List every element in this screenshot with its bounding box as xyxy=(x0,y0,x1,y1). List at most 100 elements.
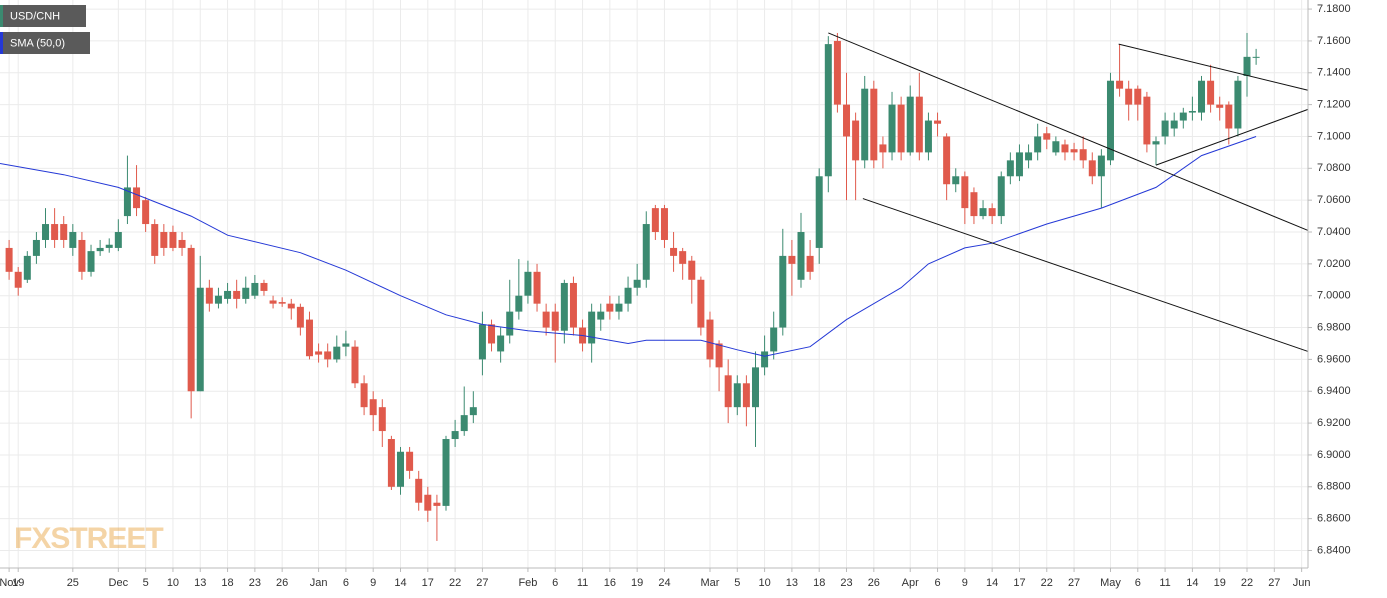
x-tick-label: 27 xyxy=(476,577,488,589)
x-tick-label: 10 xyxy=(758,577,770,589)
candle-body xyxy=(1079,149,1087,161)
candle-body xyxy=(1170,120,1178,129)
candle-body xyxy=(305,319,313,357)
candle-body xyxy=(133,187,141,209)
axis-labels: 6.8400 6.8600 6.8800 6.9000 6.9200 6.9400 6.96… xyxy=(0,3,1351,589)
candle-body xyxy=(160,232,168,248)
x-tick-label: 19 xyxy=(1214,577,1226,589)
candle-body xyxy=(1052,141,1060,153)
candle-body xyxy=(551,311,559,331)
x-tick-label: Feb xyxy=(518,577,537,589)
candle-body xyxy=(1143,96,1151,145)
candle-body xyxy=(415,478,423,503)
candle-body xyxy=(333,346,341,360)
candle-body xyxy=(378,407,386,432)
x-tick-label: 22 xyxy=(1041,577,1053,589)
candle-body xyxy=(1043,133,1051,140)
y-tick-label: 6.8400 xyxy=(1317,544,1351,556)
x-tick-label: May xyxy=(1100,577,1121,589)
x-tick-label: 24 xyxy=(658,577,670,589)
candle-body xyxy=(988,208,996,217)
y-tick-label: 7.1600 xyxy=(1317,35,1351,47)
x-tick-label: 13 xyxy=(786,577,798,589)
x-tick-label: 26 xyxy=(276,577,288,589)
candle-body xyxy=(78,239,86,272)
candle-body xyxy=(233,290,241,299)
candle-body xyxy=(870,88,878,161)
x-tick-label: 5 xyxy=(143,577,149,589)
candle-body xyxy=(1025,152,1033,161)
x-tick-label: 14 xyxy=(986,577,998,589)
candle-body xyxy=(715,343,723,368)
x-tick-label: 9 xyxy=(962,577,968,589)
x-tick-label: 27 xyxy=(1268,577,1280,589)
candle-body xyxy=(442,439,450,506)
candle-body xyxy=(14,271,22,288)
x-tick-label: 19 xyxy=(631,577,643,589)
candle-body xyxy=(205,287,213,304)
candle-body xyxy=(114,232,122,248)
candle-body xyxy=(806,255,814,272)
candle-body xyxy=(1088,160,1096,177)
candle-body xyxy=(324,351,332,360)
x-tick-label: 9 xyxy=(370,577,376,589)
candle-body xyxy=(1116,80,1124,89)
candle-body xyxy=(178,239,186,248)
candle-body xyxy=(797,232,805,280)
x-tick-label: 17 xyxy=(1013,577,1025,589)
candle-body xyxy=(369,399,377,416)
candle-body xyxy=(1207,80,1215,105)
x-tick-label: 6 xyxy=(934,577,940,589)
x-tick-label: 14 xyxy=(394,577,406,589)
candle-body xyxy=(1006,160,1014,177)
x-tick-label: 14 xyxy=(1186,577,1198,589)
legend-swatch xyxy=(0,32,3,54)
candle-body xyxy=(1252,56,1260,58)
candle-body xyxy=(1125,88,1133,105)
candle-body xyxy=(142,200,150,225)
x-tick-label: 17 xyxy=(422,577,434,589)
candle-body xyxy=(751,367,759,408)
candle-body xyxy=(788,255,796,264)
candle-body xyxy=(861,88,869,161)
candle-body xyxy=(852,120,860,161)
x-tick-label: 6 xyxy=(552,577,558,589)
candle-body xyxy=(478,324,486,360)
candle-body xyxy=(934,120,942,124)
y-tick-label: 6.9600 xyxy=(1317,353,1351,365)
legend-label: SMA (50,0) xyxy=(10,37,65,49)
candle-body xyxy=(451,431,459,440)
candle-body xyxy=(32,239,40,256)
candle-body xyxy=(979,208,987,217)
candle-body xyxy=(497,335,505,352)
y-tick-label: 6.8800 xyxy=(1317,481,1351,493)
candle-body xyxy=(924,120,932,153)
candle-body xyxy=(888,104,896,153)
candle-body xyxy=(315,351,323,355)
x-tick-label: 18 xyxy=(221,577,233,589)
candle-body xyxy=(770,327,778,352)
candle-body xyxy=(706,319,714,360)
candle-body xyxy=(123,187,131,217)
x-tick-label: 22 xyxy=(1241,577,1253,589)
x-tick-label: 18 xyxy=(813,577,825,589)
y-tick-label: 6.9800 xyxy=(1317,321,1351,333)
candle-body xyxy=(824,44,832,177)
candle-body xyxy=(624,287,632,304)
candle-body xyxy=(287,303,295,309)
candle-body xyxy=(278,302,286,304)
candle-body xyxy=(1152,141,1160,145)
candle-body xyxy=(1188,110,1196,113)
candle-body xyxy=(724,375,732,408)
candle-body xyxy=(1216,104,1224,108)
candle-body xyxy=(997,176,1005,217)
candle-body xyxy=(606,303,614,312)
candle-body xyxy=(1243,56,1251,76)
candle-body xyxy=(424,494,432,511)
candle-body xyxy=(69,232,77,248)
legend-box xyxy=(0,5,86,27)
candle-body xyxy=(387,439,395,487)
candle-body xyxy=(269,300,277,304)
candle-body xyxy=(1097,155,1105,177)
x-tick-label: 11 xyxy=(1159,577,1170,589)
